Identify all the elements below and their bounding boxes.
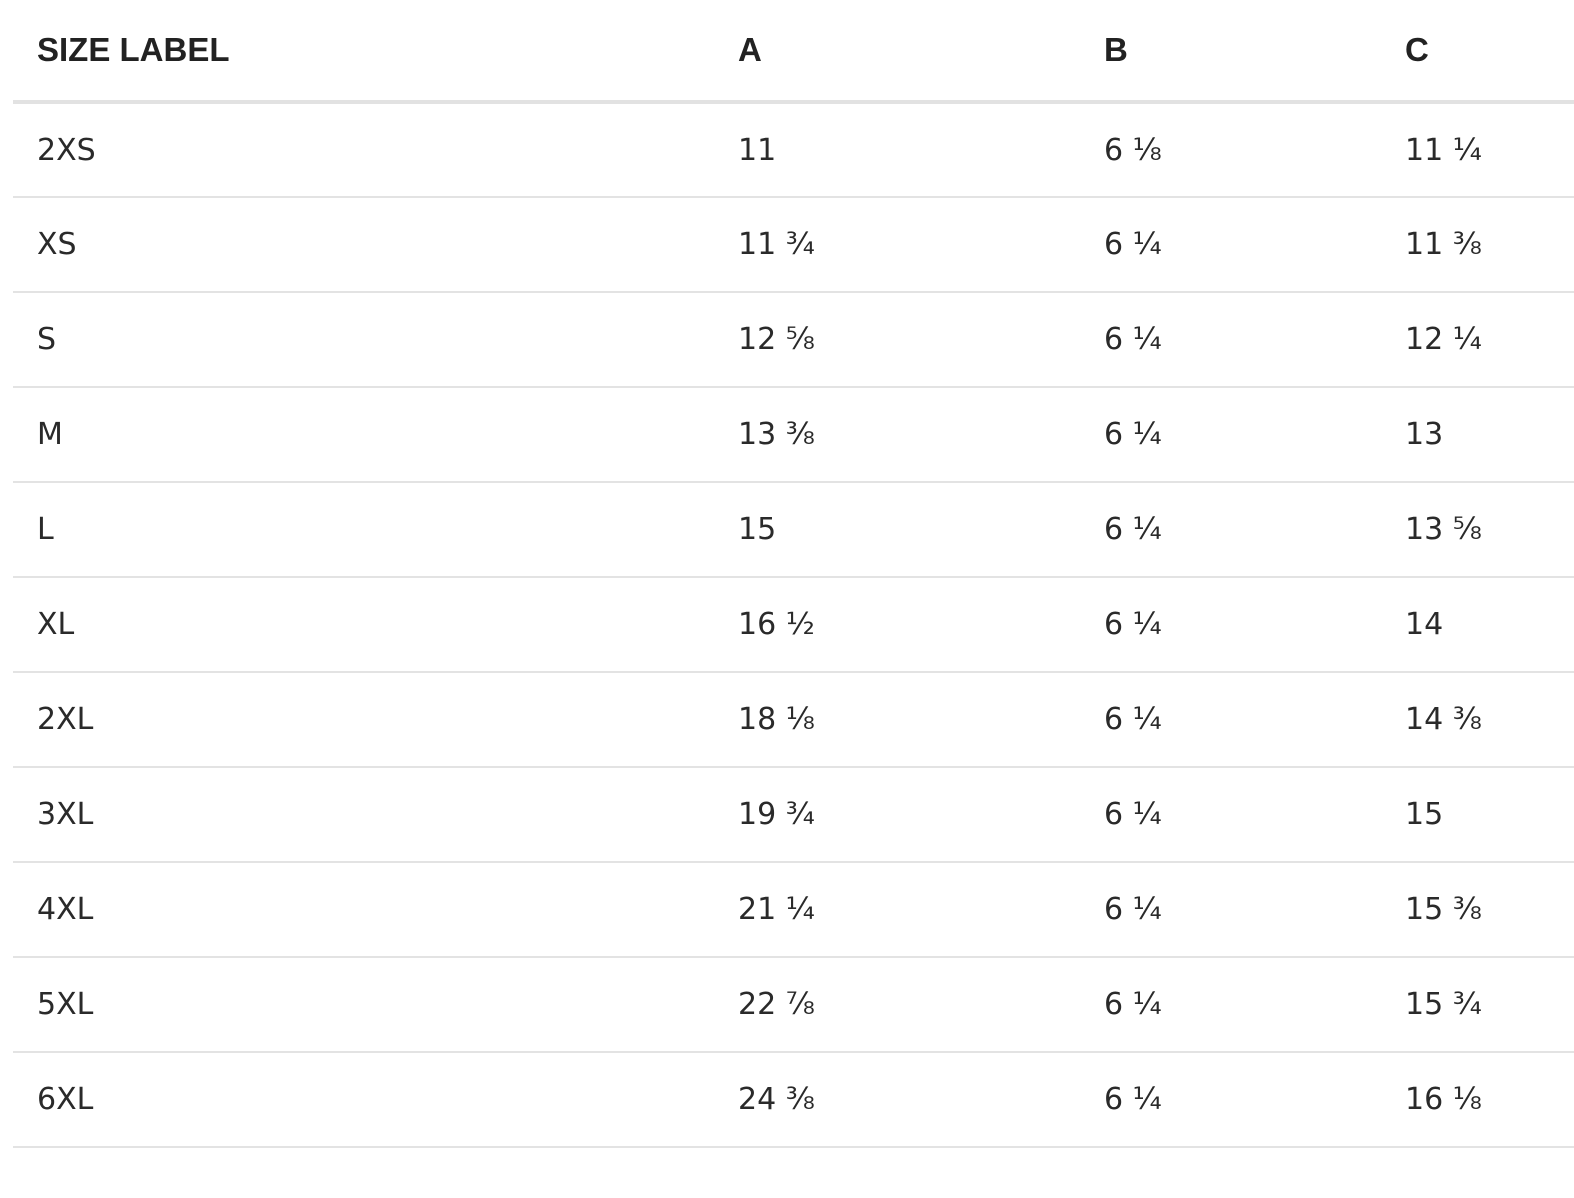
cell-b: 6 ¼ [1080, 767, 1381, 863]
table-row: S 12 ⅝ 6 ¼ 12 ¼ [13, 292, 1574, 388]
cell-a: 15 [714, 482, 1080, 578]
cell-b: 6 ¼ [1080, 957, 1381, 1053]
cell-size: L [13, 482, 714, 578]
cell-c: 15 [1381, 767, 1574, 863]
cell-size: S [13, 292, 714, 388]
cell-b: 6 ¼ [1080, 482, 1381, 578]
cell-a: 12 ⅝ [714, 292, 1080, 388]
cell-b: 6 ¼ [1080, 197, 1381, 293]
cell-c: 11 ¼ [1381, 102, 1574, 198]
cell-a: 16 ½ [714, 577, 1080, 673]
cell-a: 19 ¾ [714, 767, 1080, 863]
cell-a: 13 ⅜ [714, 387, 1080, 483]
cell-a: 24 ⅜ [714, 1052, 1080, 1148]
cell-b: 6 ¼ [1080, 672, 1381, 768]
cell-size: 2XS [13, 102, 714, 198]
cell-size: XL [13, 577, 714, 673]
cell-b: 6 ¼ [1080, 1052, 1381, 1148]
header-a: A [714, 0, 1080, 104]
cell-c: 13 [1381, 387, 1574, 483]
table-row: 3XL 19 ¾ 6 ¼ 15 [13, 767, 1574, 863]
cell-a: 22 ⅞ [714, 957, 1080, 1053]
header-c: C [1381, 0, 1574, 104]
cell-b: 6 ¼ [1080, 577, 1381, 673]
size-chart: SIZE LABEL A B C 2XS 11 6 ⅛ 11 ¼ XS 11 ¾… [13, 0, 1574, 1148]
cell-c: 14 ⅜ [1381, 672, 1574, 768]
table-body: 2XS 11 6 ⅛ 11 ¼ XS 11 ¾ 6 ¼ 11 ⅜ S 12 ⅝ … [13, 102, 1574, 1148]
cell-c: 15 ⅜ [1381, 862, 1574, 958]
cell-size: 6XL [13, 1052, 714, 1148]
table-row: 6XL 24 ⅜ 6 ¼ 16 ⅛ [13, 1052, 1574, 1148]
cell-a: 11 [714, 102, 1080, 198]
table-row: 2XL 18 ⅛ 6 ¼ 14 ⅜ [13, 672, 1574, 768]
cell-c: 14 [1381, 577, 1574, 673]
cell-c: 11 ⅜ [1381, 197, 1574, 293]
table-row: 2XS 11 6 ⅛ 11 ¼ [13, 102, 1574, 198]
cell-a: 21 ¼ [714, 862, 1080, 958]
cell-b: 6 ⅛ [1080, 102, 1381, 198]
header-b: B [1080, 0, 1381, 104]
header-row: SIZE LABEL A B C [13, 0, 1574, 104]
cell-c: 12 ¼ [1381, 292, 1574, 388]
cell-size: XS [13, 197, 714, 293]
cell-size: 5XL [13, 957, 714, 1053]
cell-c: 13 ⅝ [1381, 482, 1574, 578]
cell-size: M [13, 387, 714, 483]
cell-size: 2XL [13, 672, 714, 768]
cell-b: 6 ¼ [1080, 862, 1381, 958]
table-header: SIZE LABEL A B C [13, 0, 1574, 104]
cell-a: 11 ¾ [714, 197, 1080, 293]
cell-c: 16 ⅛ [1381, 1052, 1574, 1148]
table-row: L 15 6 ¼ 13 ⅝ [13, 482, 1574, 578]
cell-b: 6 ¼ [1080, 387, 1381, 483]
table-row: 5XL 22 ⅞ 6 ¼ 15 ¾ [13, 957, 1574, 1053]
cell-size: 3XL [13, 767, 714, 863]
table-row: XS 11 ¾ 6 ¼ 11 ⅜ [13, 197, 1574, 293]
table-row: 4XL 21 ¼ 6 ¼ 15 ⅜ [13, 862, 1574, 958]
cell-b: 6 ¼ [1080, 292, 1381, 388]
header-size-label: SIZE LABEL [13, 0, 714, 104]
size-table: SIZE LABEL A B C 2XS 11 6 ⅛ 11 ¼ XS 11 ¾… [13, 0, 1574, 1148]
table-row: XL 16 ½ 6 ¼ 14 [13, 577, 1574, 673]
cell-size: 4XL [13, 862, 714, 958]
table-row: M 13 ⅜ 6 ¼ 13 [13, 387, 1574, 483]
cell-a: 18 ⅛ [714, 672, 1080, 768]
cell-c: 15 ¾ [1381, 957, 1574, 1053]
